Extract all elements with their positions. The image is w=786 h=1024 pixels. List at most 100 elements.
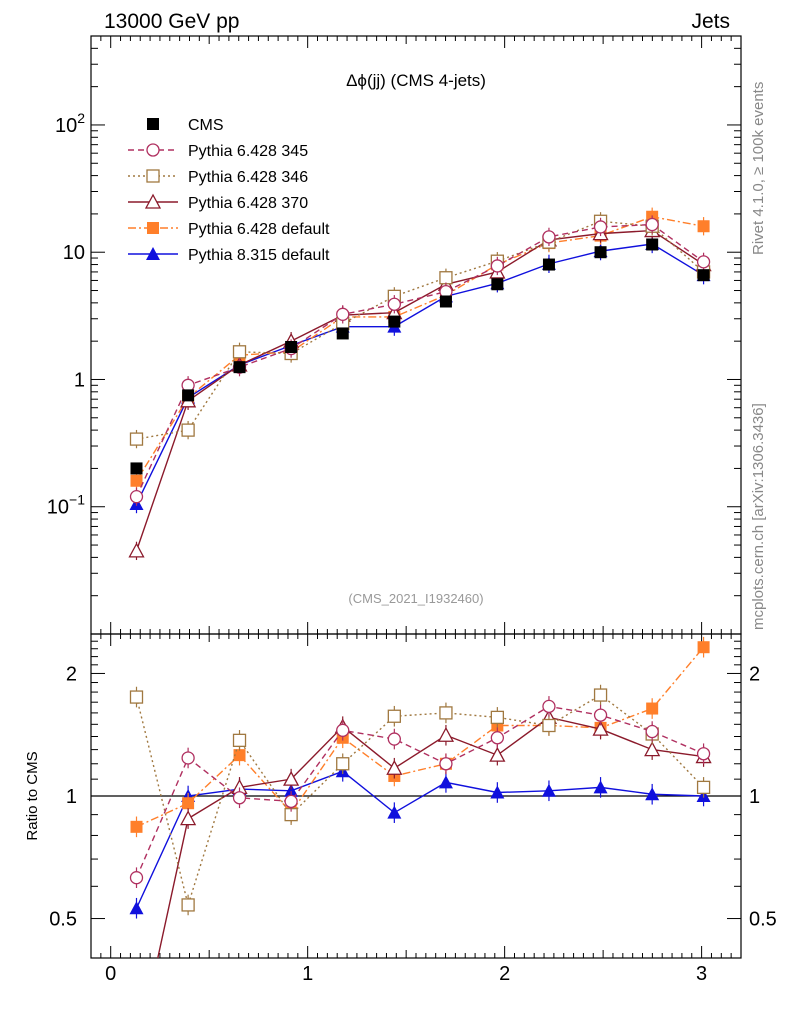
ratio-point-pythia-6-428-346 — [490, 710, 504, 725]
series-line-pythia-6-428-370 — [135, 229, 704, 552]
ratio-point-pythia-6-428-346 — [542, 718, 556, 733]
data-point-pythia-6-428-346 — [439, 271, 453, 285]
ratio-point-pythia-6-428-370 — [180, 810, 197, 826]
ratio-point-pythia-8-315-default — [129, 901, 144, 915]
ratio-point-pythia-6-428-346 — [129, 690, 144, 704]
legend-marker-cms — [147, 118, 159, 130]
ratio-point-pythia-6-428-370 — [489, 746, 506, 762]
data-point-pythia-6-428-370 — [128, 542, 145, 558]
ratio-point-pythia-6-428-345 — [232, 791, 247, 805]
data-point-pythia-6-428-345 — [387, 297, 401, 311]
ratio-y-axis-label: Ratio to CMS — [24, 751, 41, 840]
ratio-point-pythia-8-315-default — [490, 785, 505, 799]
data-point-pythia-6-428-346 — [181, 423, 195, 437]
ratio-line-pythia-6-428-345 — [135, 705, 704, 878]
data-point-pythia-6-428-345 — [645, 217, 659, 232]
ratio-point-pythia-6-428-346 — [593, 688, 608, 702]
data-point-pythia-6-428-default — [130, 474, 143, 487]
ratio-point-pythia-6-428-345 — [387, 732, 401, 746]
mcplots-label: mcplots.cern.ch [arXiv:1306.3436] — [750, 403, 767, 630]
main-series-group — [128, 207, 712, 561]
legend-label-pythia-6-428-370: Pythia 6.428 370 — [188, 195, 308, 212]
legend-label-cms: CMS — [188, 117, 224, 134]
ratio-line-pythia-6-428-370 — [157, 716, 704, 958]
data-point-cms — [130, 462, 143, 475]
legend-label-pythia-6-428-346: Pythia 6.428 346 — [188, 169, 308, 186]
ratio-point-pythia-6-428-345 — [129, 871, 144, 885]
data-point-cms — [388, 315, 401, 328]
x-tick-label: 3 — [696, 963, 707, 985]
data-point-cms — [182, 389, 195, 402]
ratio-point-pythia-8-315-default — [541, 783, 556, 797]
data-point-pythia-6-428-345 — [336, 307, 350, 321]
ratio-y-tick-label-right: 2 — [749, 663, 760, 685]
axes: 0 1 2 3 10−1 1 10 102 0.5 0.5 1 1 2 2 — [47, 35, 777, 985]
ratio-point-pythia-6-428-370 — [592, 720, 609, 736]
ratio-line-pythia-6-428-default — [136, 646, 705, 828]
data-point-cms — [594, 246, 607, 259]
header-left-label: 13000 GeV pp — [104, 10, 239, 33]
header-right-label: Jets — [691, 10, 730, 33]
series-line-pythia-6-428-346 — [136, 220, 705, 440]
data-point-cms — [439, 295, 452, 308]
ratio-y-tick-label: 1 — [66, 786, 77, 808]
series-line-pythia-8-315-default — [135, 243, 704, 505]
ratio-point-pythia-6-428-346 — [696, 780, 711, 795]
ratio-point-pythia-6-428-345 — [439, 757, 453, 771]
ratio-series-group — [129, 636, 712, 958]
ratio-point-pythia-6-428-345 — [593, 708, 608, 722]
data-point-pythia-6-428-345 — [593, 220, 608, 234]
rivet-label: Rivet 4.1.0, ≥ 100k events — [750, 82, 767, 255]
data-point-pythia-6-428-345 — [696, 255, 711, 269]
legend-marker-pythia-6-428-370 — [144, 193, 162, 209]
data-point-cms — [233, 361, 246, 374]
ratio-point-pythia-6-428-370 — [283, 770, 300, 786]
ratio-point-pythia-6-428-370 — [437, 726, 455, 742]
data-point-cms — [697, 269, 710, 282]
legend: CMS Pythia 6.428 345 Pythia 6.428 346 Pythi… — [128, 117, 330, 264]
ratio-point-pythia-6-428-345 — [181, 751, 195, 765]
ratio-y-tick-label: 2 — [66, 663, 77, 685]
data-point-cms — [336, 327, 349, 340]
data-point-cms — [646, 238, 659, 251]
data-point-pythia-6-428-345 — [129, 490, 144, 504]
ratio-line-pythia-6-428-346 — [135, 694, 705, 908]
data-point-cms — [285, 340, 298, 353]
ratio-point-pythia-6-428-346 — [336, 757, 350, 771]
ratio-point-pythia-6-428-default — [697, 641, 710, 654]
ratio-line-pythia-8-315-default — [135, 770, 704, 909]
ratio-point-pythia-6-428-370 — [386, 759, 403, 775]
ratio-point-pythia-6-428-345 — [284, 794, 298, 809]
data-point-cms — [542, 258, 555, 271]
ratio-point-pythia-6-428-345 — [696, 747, 711, 761]
ratio-point-pythia-6-428-345 — [336, 723, 350, 737]
ratio-point-pythia-6-428-default — [130, 820, 143, 833]
ratio-point-pythia-6-428-346 — [439, 706, 453, 720]
data-point-pythia-6-428-default — [697, 220, 710, 233]
ratio-point-pythia-6-428-default — [646, 702, 659, 715]
legend-label-pythia-6-428-345: Pythia 6.428 345 — [188, 143, 308, 160]
ratio-y-tick-label: 0.5 — [49, 909, 77, 931]
y-tick-label: 10−1 — [47, 492, 85, 519]
data-point-pythia-6-428-346 — [129, 432, 144, 446]
ratio-point-pythia-8-315-default — [438, 775, 453, 789]
x-tick-label: 0 — [105, 963, 116, 985]
legend-marker-pythia-6-428-346 — [146, 169, 160, 183]
ratio-y-tick-label-right: 1 — [749, 786, 760, 808]
data-point-cms — [491, 278, 504, 291]
ratio-point-pythia-6-428-346 — [181, 898, 195, 912]
ratio-point-pythia-6-428-345 — [645, 724, 659, 739]
x-tick-label: 1 — [302, 963, 313, 985]
y-tick-label: 102 — [55, 110, 85, 137]
ratio-point-pythia-6-428-345 — [542, 699, 556, 714]
legend-label-pythia-8-315-default: Pythia 8.315 default — [188, 247, 330, 264]
data-point-pythia-6-428-345 — [490, 259, 504, 273]
ratio-point-pythia-8-315-default — [645, 787, 660, 801]
y-tick-label: 1 — [74, 369, 85, 391]
legend-label-pythia-6-428-default: Pythia 6.428 default — [188, 221, 330, 238]
series-line-pythia-6-428-345 — [135, 223, 704, 497]
data-point-pythia-6-428-346 — [232, 345, 247, 359]
ratio-point-pythia-8-315-default — [593, 780, 608, 794]
legend-marker-pythia-6-428-345 — [146, 143, 160, 157]
